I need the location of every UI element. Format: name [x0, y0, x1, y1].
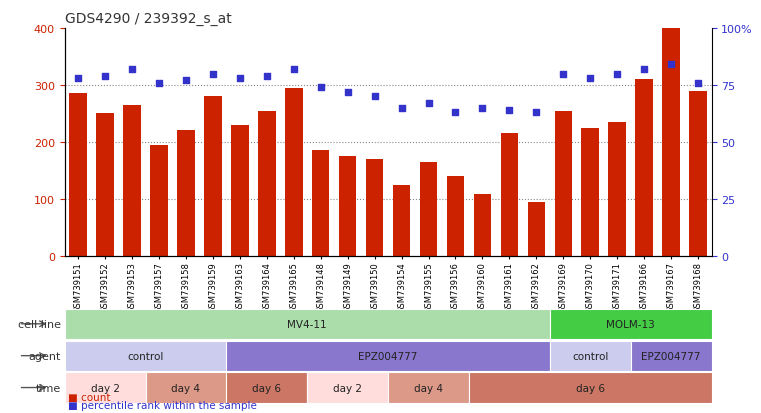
Point: [665, 62, 677, 69]
Point: [368, 94, 380, 100]
Bar: [145, 373, 227, 403]
Text: day 2: day 2: [333, 382, 362, 393]
Point: [314, 85, 326, 91]
Bar: [231, 126, 249, 256]
Bar: [635, 80, 653, 256]
Bar: [393, 185, 410, 256]
Point: [503, 107, 515, 114]
Point: [611, 71, 623, 78]
Bar: [366, 159, 384, 256]
Bar: [69, 94, 87, 256]
Bar: [227, 341, 550, 371]
Point: [638, 66, 650, 73]
Bar: [204, 97, 221, 256]
Bar: [388, 373, 469, 403]
Bar: [285, 88, 303, 256]
Point: [422, 100, 435, 107]
Bar: [581, 128, 599, 256]
Point: [557, 71, 569, 78]
Point: [396, 105, 408, 112]
Point: [584, 76, 597, 82]
Text: day 4: day 4: [171, 382, 200, 393]
Point: [450, 109, 462, 116]
Bar: [501, 134, 518, 256]
Text: EPZ004777: EPZ004777: [642, 351, 701, 361]
Bar: [689, 91, 707, 256]
Bar: [550, 341, 631, 371]
Text: control: control: [127, 351, 164, 361]
Bar: [527, 202, 545, 256]
Point: [72, 76, 84, 82]
Point: [153, 80, 165, 87]
Bar: [662, 29, 680, 256]
Bar: [177, 131, 195, 256]
Text: agent: agent: [28, 351, 61, 361]
Point: [180, 78, 192, 84]
Point: [530, 109, 543, 116]
Point: [126, 66, 139, 73]
Bar: [65, 309, 550, 339]
Text: day 2: day 2: [91, 382, 119, 393]
Text: MOLM-13: MOLM-13: [607, 319, 655, 329]
Bar: [473, 195, 491, 256]
Point: [234, 76, 246, 82]
Bar: [312, 151, 330, 256]
Text: day 6: day 6: [576, 382, 605, 393]
Point: [99, 73, 111, 80]
Text: EPZ004777: EPZ004777: [358, 351, 418, 361]
Text: GDS4290 / 239392_s_at: GDS4290 / 239392_s_at: [65, 12, 231, 26]
Bar: [631, 341, 712, 371]
Bar: [307, 373, 388, 403]
Text: MV4-11: MV4-11: [288, 319, 327, 329]
Bar: [339, 157, 356, 256]
Bar: [609, 123, 626, 256]
Bar: [258, 111, 275, 256]
Bar: [447, 176, 464, 256]
Point: [207, 71, 219, 78]
Bar: [97, 114, 114, 256]
Bar: [227, 373, 307, 403]
Bar: [150, 145, 167, 256]
Point: [288, 66, 300, 73]
Point: [261, 73, 273, 80]
Bar: [123, 106, 141, 256]
Point: [342, 89, 354, 96]
Bar: [550, 309, 712, 339]
Bar: [469, 373, 712, 403]
Text: ■ count: ■ count: [68, 392, 111, 402]
Text: ■ percentile rank within the sample: ■ percentile rank within the sample: [68, 400, 257, 410]
Point: [692, 80, 704, 87]
Point: [476, 105, 489, 112]
Bar: [555, 111, 572, 256]
Bar: [65, 373, 145, 403]
Text: day 4: day 4: [414, 382, 443, 393]
Bar: [420, 162, 438, 256]
Text: time: time: [36, 382, 61, 393]
Text: day 6: day 6: [253, 382, 282, 393]
Text: cell line: cell line: [18, 319, 61, 329]
Bar: [65, 341, 227, 371]
Text: control: control: [572, 351, 609, 361]
